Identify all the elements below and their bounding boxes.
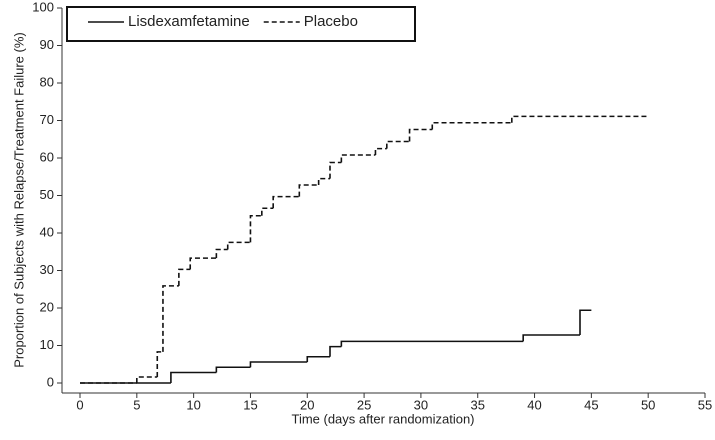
- step-segment: [374, 147, 387, 155]
- step-segment: [329, 345, 342, 357]
- step-segment: [178, 268, 191, 286]
- step-segment: [317, 177, 330, 185]
- x-tick-label: 30: [414, 397, 428, 412]
- step-segment: [261, 207, 274, 216]
- step-segment: [215, 248, 228, 259]
- step-segment: [136, 376, 158, 383]
- y-tick-label: 90: [40, 37, 54, 52]
- y-tick-label: 40: [40, 224, 54, 239]
- step-segment: [522, 334, 580, 342]
- step-segment: [170, 371, 217, 383]
- step-segment: [306, 355, 330, 362]
- x-tick-label: 50: [641, 397, 655, 412]
- y-tick-label: 100: [32, 0, 54, 14]
- step-segment: [249, 214, 262, 243]
- step-segment: [189, 257, 217, 270]
- x-tick-label: 45: [584, 397, 598, 412]
- step-segment: [215, 366, 251, 373]
- step-segment: [579, 309, 592, 335]
- step-segment: [272, 195, 300, 209]
- x-axis-label: Time (days after randomization): [291, 411, 474, 426]
- legend-label: Lisdexamfetamine: [128, 13, 250, 30]
- step-segment: [249, 361, 308, 368]
- step-segment: [156, 351, 163, 377]
- y-tick-label: 20: [40, 299, 54, 314]
- y-tick-label: 10: [40, 337, 54, 352]
- x-tick-label: 5: [133, 397, 140, 412]
- x-tick-label: 25: [357, 397, 371, 412]
- step-segment: [298, 184, 319, 197]
- step-segment: [408, 128, 433, 142]
- step-segment: [226, 241, 251, 250]
- y-tick-label: 70: [40, 112, 54, 127]
- step-segment: [340, 340, 524, 347]
- step-segment: [511, 115, 649, 123]
- x-tick-label: 10: [186, 397, 200, 412]
- step-segment: [162, 285, 179, 352]
- step-segment: [340, 154, 376, 163]
- legend-box: [66, 6, 416, 42]
- x-tick-label: 0: [76, 397, 83, 412]
- y-tick-label: 80: [40, 74, 54, 89]
- y-tick-label: 60: [40, 149, 54, 164]
- x-tick-label: 15: [243, 397, 257, 412]
- x-tick-label: 55: [698, 397, 712, 412]
- step-segment: [386, 140, 410, 149]
- step-segment: [329, 161, 342, 179]
- legend-label: Placebo: [304, 13, 358, 30]
- y-tick-label: 50: [40, 187, 54, 202]
- x-tick-label: 20: [300, 397, 314, 412]
- x-tick-label: 35: [470, 397, 484, 412]
- step-segment: [431, 121, 512, 130]
- y-tick-label: 30: [40, 262, 54, 277]
- y-axis-label: Proportion of Subjects with Relapse/Trea…: [11, 32, 26, 368]
- x-tick-label: 40: [527, 397, 541, 412]
- y-tick-label: 0: [47, 374, 54, 389]
